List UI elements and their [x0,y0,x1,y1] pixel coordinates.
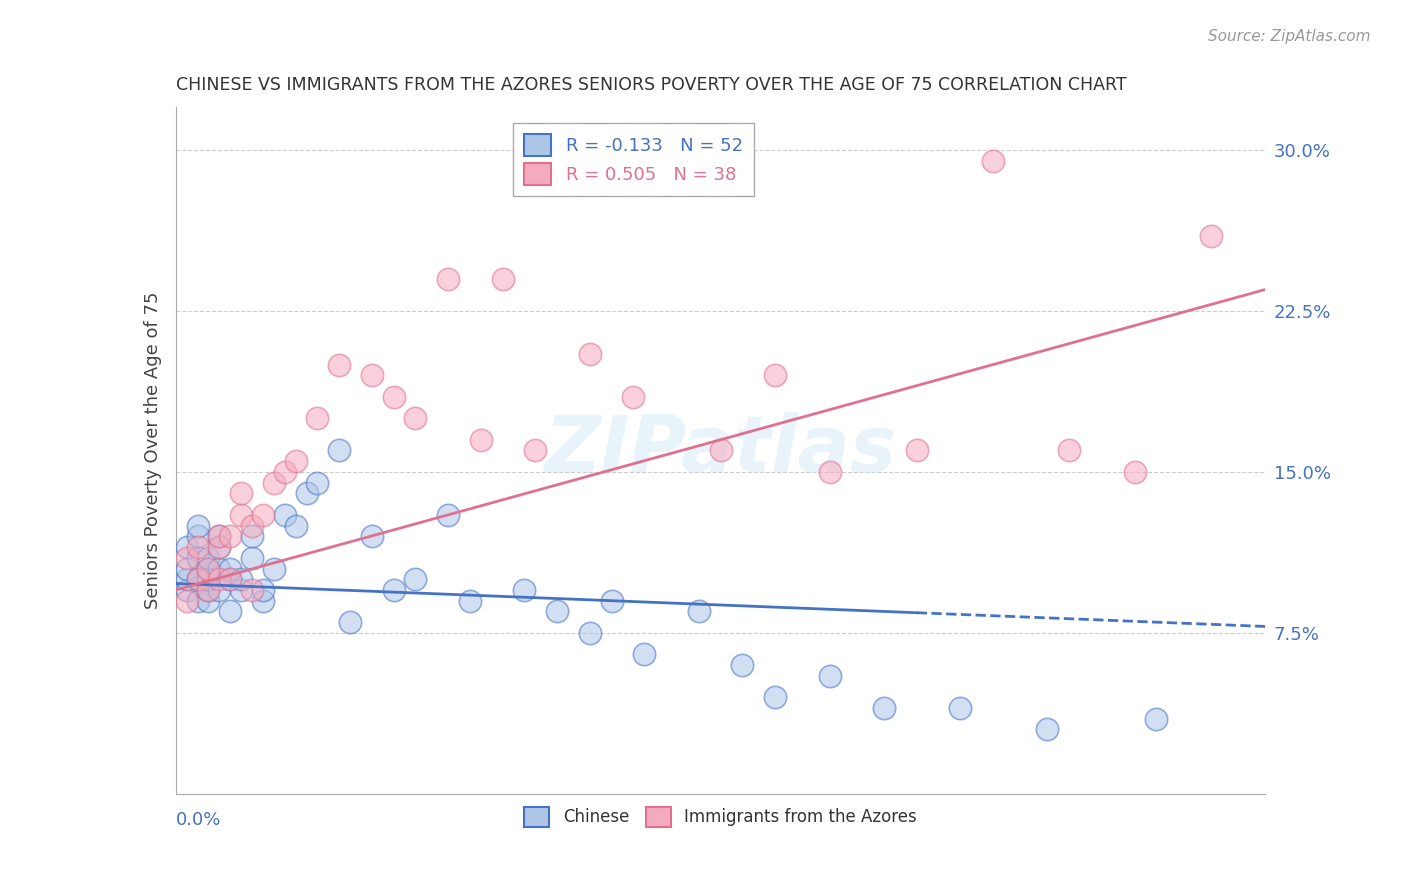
Point [197,561,219,575]
Point [176,550,198,565]
Point [186,529,209,543]
Point [621,390,644,404]
Point [905,443,928,458]
Point [176,582,198,597]
Point [176,572,198,586]
Point [252,508,274,522]
Point [208,572,231,586]
Point [240,550,263,565]
Point [240,582,263,597]
Point [208,582,231,597]
Point [763,368,786,383]
Point [731,658,754,673]
Point [186,572,209,586]
Text: CHINESE VS IMMIGRANTS FROM THE AZORES SENIORS POVERTY OVER THE AGE OF 75 CORRELA: CHINESE VS IMMIGRANTS FROM THE AZORES SE… [176,77,1126,95]
Point [186,540,209,554]
Point [1123,465,1146,479]
Point [405,572,427,586]
Point [763,690,786,705]
Point [546,604,568,618]
Point [458,593,481,607]
Point [949,701,972,715]
Point [252,582,274,597]
Point [633,648,655,662]
Point [492,271,515,285]
Point [981,153,1004,168]
Point [382,390,405,404]
Point [208,529,231,543]
Point [197,593,219,607]
Point [710,443,733,458]
Point [176,540,198,554]
Point [197,582,219,597]
Point [240,518,263,533]
Point [252,593,274,607]
Point [284,454,307,468]
Point [579,626,602,640]
Point [307,411,329,425]
Point [186,518,209,533]
Point [437,508,460,522]
Point [197,550,219,565]
Point [688,604,710,618]
Point [295,486,318,500]
Point [274,465,297,479]
Text: ZIPatlas: ZIPatlas [544,412,897,489]
Point [382,582,405,597]
Point [1057,443,1080,458]
Point [600,593,623,607]
Point [208,540,231,554]
Point [219,572,242,586]
Point [328,358,350,372]
Point [186,572,209,586]
Point [231,572,253,586]
Point [437,271,460,285]
Point [360,529,382,543]
Point [405,411,427,425]
Point [470,433,492,447]
Point [197,582,219,597]
Point [579,347,602,361]
Point [197,572,219,586]
Point [360,368,382,383]
Point [1036,723,1059,737]
Point [231,486,253,500]
Point [231,508,253,522]
Point [208,561,231,575]
Text: Source: ZipAtlas.com: Source: ZipAtlas.com [1208,29,1371,44]
Point [328,443,350,458]
Y-axis label: Seniors Poverty Over the Age of 75: Seniors Poverty Over the Age of 75 [143,292,162,609]
Point [513,582,536,597]
Point [176,561,198,575]
Point [873,701,896,715]
Point [176,593,198,607]
Point [307,475,329,490]
Point [1144,712,1167,726]
Point [284,518,307,533]
Point [524,443,547,458]
Point [219,572,242,586]
Point [240,529,263,543]
Point [208,540,231,554]
Point [818,465,841,479]
Point [219,529,242,543]
Point [231,582,253,597]
Point [274,508,297,522]
Point [1199,228,1222,243]
Legend: Chinese, Immigrants from the Azores: Chinese, Immigrants from the Azores [517,800,924,834]
Point [186,550,209,565]
Point [219,561,242,575]
Point [208,529,231,543]
Point [818,669,841,683]
Point [263,475,285,490]
Point [263,561,285,575]
Text: 0.0%: 0.0% [176,811,221,829]
Point [219,604,242,618]
Point [339,615,361,630]
Point [197,561,219,575]
Point [186,593,209,607]
